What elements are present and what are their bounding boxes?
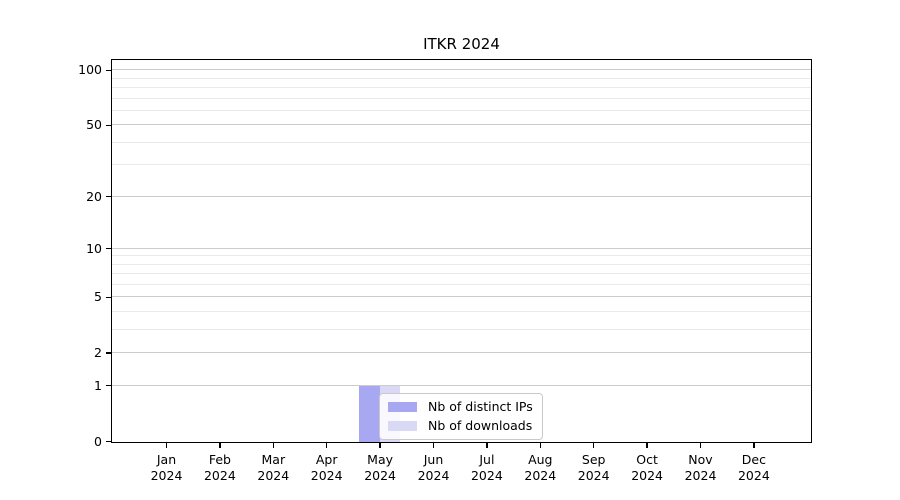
y-gridline-minor-6	[112, 283, 811, 285]
x-tick-label-aug: Aug 2024	[524, 451, 557, 483]
y-gridline-major-2	[112, 352, 811, 354]
y-tick-20	[106, 195, 111, 198]
y-tick-label-1: 1	[94, 377, 102, 393]
y-tick-5	[106, 296, 111, 299]
y-tick-2	[106, 352, 111, 354]
y-tick-label-50: 50	[86, 117, 102, 133]
x-tick-label-nov: Nov 2024	[684, 451, 717, 483]
x-tick-apr	[326, 443, 328, 448]
y-gridline-major-10	[112, 247, 811, 249]
y-tick-label-5: 5	[94, 289, 102, 305]
y-tick-label-100: 100	[78, 62, 102, 78]
x-tick-label-jul: Jul 2024	[470, 451, 503, 483]
x-tick-oct	[646, 443, 648, 448]
x-tick-jun	[432, 443, 435, 448]
legend-row-downloads: Nb of downloads	[388, 419, 533, 433]
x-tick-jan	[165, 443, 168, 448]
x-tick-label-jun: Jun 2024	[417, 451, 450, 483]
y-gridline-minor-60	[112, 109, 811, 111]
y-gridline-minor-3	[112, 328, 811, 330]
y-tick-1	[106, 385, 111, 387]
x-tick-nov	[699, 443, 702, 448]
legend-row-distinct-ips: Nb of distinct IPs	[388, 400, 533, 414]
x-tick-label-apr: Apr 2024	[310, 451, 343, 483]
y-tick-label-20: 20	[86, 188, 102, 204]
x-tick-jul	[486, 443, 488, 448]
x-tick-mar	[272, 443, 274, 448]
x-tick-label-may: May 2024	[364, 451, 396, 483]
x-tick-may	[379, 443, 381, 448]
y-gridline-minor-8	[112, 263, 811, 265]
y-gridline-minor-7	[112, 273, 811, 275]
x-tick-feb	[219, 443, 221, 448]
y-tick-label-10: 10	[86, 240, 102, 256]
y-tick-10	[106, 247, 111, 250]
x-tick-label-dec: Dec 2024	[737, 451, 770, 483]
y-tick-label-0: 0	[94, 433, 102, 449]
y-gridline-minor-80	[112, 86, 811, 88]
x-tick-dec	[753, 443, 755, 448]
y-tick-0	[106, 440, 111, 443]
x-tick-label-sep: Sep 2024	[577, 451, 610, 483]
y-gridline-minor-90	[112, 77, 811, 79]
y-gridline-major-50	[112, 124, 811, 126]
y-gridline-major-100	[112, 69, 811, 71]
y-gridline-minor-30	[112, 164, 811, 166]
y-gridline-major-20	[112, 195, 811, 197]
y-tick-100	[106, 69, 111, 71]
y-gridline-minor-4	[112, 311, 811, 313]
legend: Nb of distinct IPs Nb of downloads	[379, 393, 543, 440]
x-tick-label-jan: Jan 2024	[150, 451, 183, 483]
y-tick-label-2: 2	[94, 345, 102, 361]
y-gridline-major-1	[112, 384, 811, 386]
y-gridline-major-5	[112, 296, 811, 298]
x-tick-sep	[593, 443, 595, 448]
x-tick-aug	[539, 443, 541, 448]
y-gridline-minor-9	[112, 255, 811, 257]
x-tick-label-feb: Feb 2024	[203, 451, 236, 483]
legend-label-distinct-ips: Nb of distinct IPs	[428, 399, 533, 414]
bar-distinct-ips-may-2024	[359, 386, 380, 442]
y-tick-50	[106, 124, 111, 126]
legend-swatch-downloads	[388, 420, 417, 432]
y-gridline-minor-70	[112, 97, 811, 99]
x-tick-label-oct: Oct 2024	[631, 451, 663, 483]
x-tick-label-mar: Mar 2024	[257, 451, 290, 483]
legend-swatch-distinct-ips	[388, 401, 417, 413]
legend-label-downloads: Nb of downloads	[428, 418, 533, 433]
chart-title: ITKR 2024	[423, 35, 500, 53]
y-gridline-minor-40	[112, 141, 811, 143]
plot-area: Nb of distinct IPs Nb of downloads	[111, 59, 812, 443]
